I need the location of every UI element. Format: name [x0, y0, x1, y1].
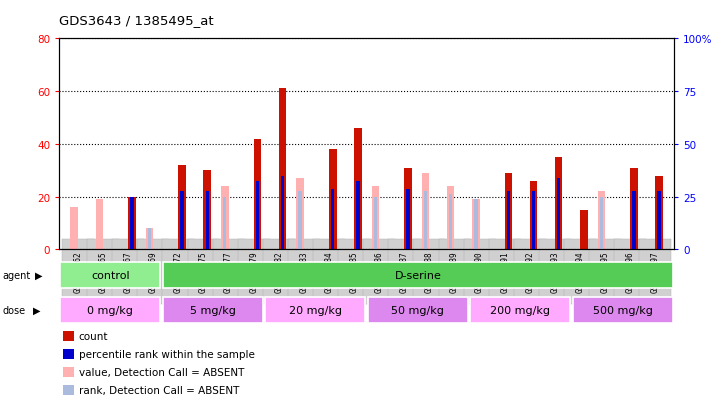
Text: GDS3643 / 1385495_at: GDS3643 / 1385495_at — [59, 14, 213, 27]
Bar — [61, 297, 160, 323]
Bar — [279, 89, 286, 250]
Bar — [470, 297, 570, 323]
Text: rank, Detection Call = ABSENT: rank, Detection Call = ABSENT — [79, 385, 239, 395]
Bar — [178, 166, 186, 250]
Bar — [203, 171, 211, 250]
Text: agent: agent — [2, 270, 30, 280]
Bar — [180, 192, 184, 250]
Bar — [573, 297, 673, 323]
Bar — [505, 173, 512, 250]
Text: 50 mg/kg: 50 mg/kg — [392, 305, 444, 315]
Bar — [555, 158, 562, 250]
Bar — [296, 179, 304, 250]
Bar — [331, 189, 335, 250]
Bar — [532, 192, 535, 250]
Bar — [131, 197, 133, 250]
Bar — [71, 208, 78, 250]
Bar — [424, 192, 428, 250]
Bar — [630, 168, 638, 250]
Bar — [404, 168, 412, 250]
Bar — [223, 197, 226, 250]
Bar — [356, 181, 360, 250]
Bar — [163, 262, 673, 288]
Bar — [354, 129, 362, 250]
Text: 0 mg/kg: 0 mg/kg — [87, 305, 133, 315]
Text: control: control — [91, 270, 130, 280]
Bar — [655, 176, 663, 250]
Bar — [530, 181, 537, 250]
Bar — [368, 297, 468, 323]
Bar — [95, 200, 103, 250]
Bar — [256, 181, 259, 250]
Bar — [221, 187, 229, 250]
Bar — [61, 262, 160, 288]
Bar — [281, 176, 284, 250]
Text: 500 mg/kg: 500 mg/kg — [593, 305, 653, 315]
Text: ▶: ▶ — [33, 305, 40, 315]
Text: dose: dose — [2, 305, 25, 315]
Bar — [449, 195, 452, 250]
Bar — [254, 139, 261, 250]
Text: ▶: ▶ — [35, 270, 42, 280]
Bar — [329, 150, 337, 250]
Bar — [373, 197, 377, 250]
Text: value, Detection Call = ABSENT: value, Detection Call = ABSENT — [79, 367, 244, 377]
Bar — [422, 173, 430, 250]
Bar — [148, 229, 151, 250]
Bar — [600, 197, 603, 250]
Bar — [658, 192, 660, 250]
Bar — [407, 189, 410, 250]
Bar — [472, 200, 479, 250]
Text: count: count — [79, 332, 108, 342]
Bar — [447, 187, 454, 250]
Text: percentile rank within the sample: percentile rank within the sample — [79, 349, 255, 359]
Bar — [146, 229, 154, 250]
Bar — [163, 297, 263, 323]
Bar — [128, 197, 136, 250]
Bar — [557, 179, 560, 250]
Bar — [298, 192, 302, 250]
Bar — [265, 297, 366, 323]
Bar — [598, 192, 605, 250]
Bar — [632, 192, 636, 250]
Bar — [371, 187, 379, 250]
Bar — [474, 200, 477, 250]
Bar — [205, 192, 209, 250]
Text: 5 mg/kg: 5 mg/kg — [190, 305, 236, 315]
Bar — [580, 210, 588, 250]
Text: 20 mg/kg: 20 mg/kg — [289, 305, 342, 315]
Text: 200 mg/kg: 200 mg/kg — [490, 305, 550, 315]
Text: D-serine: D-serine — [394, 270, 441, 280]
Bar — [507, 192, 510, 250]
